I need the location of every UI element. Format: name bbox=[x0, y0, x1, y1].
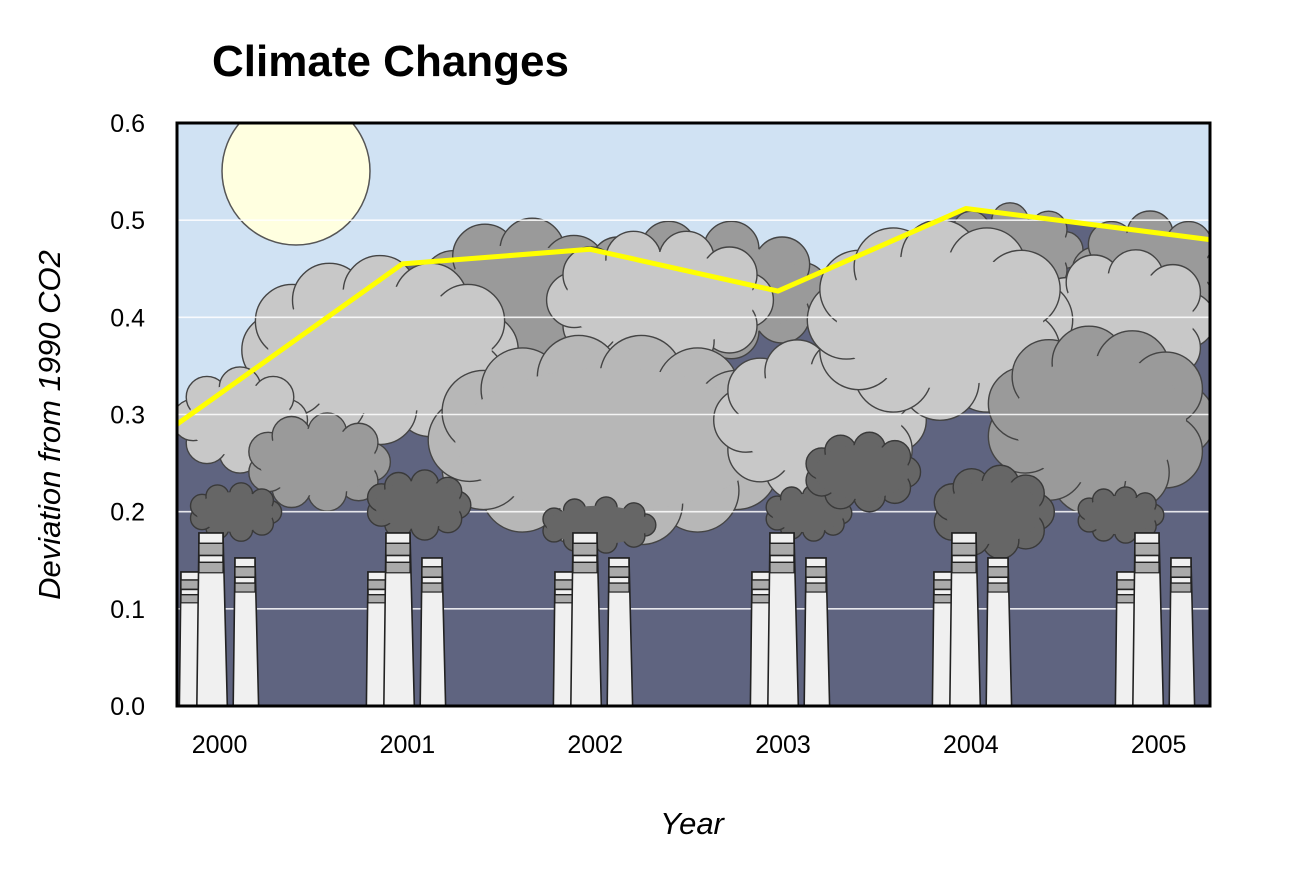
series-line bbox=[177, 206, 1210, 427]
cloud-icon bbox=[805, 431, 922, 513]
y-tick-label: 0.5 bbox=[110, 207, 145, 235]
y-tick-label: 0.3 bbox=[110, 402, 145, 430]
y-tick-label: 0.2 bbox=[110, 499, 145, 527]
x-tick-label: 2003 bbox=[755, 731, 811, 759]
smoke-group bbox=[189, 431, 1165, 560]
x-tick-label: 2004 bbox=[943, 731, 999, 759]
cloud-icon bbox=[1077, 486, 1165, 544]
y-tick-label: 0.0 bbox=[110, 693, 145, 721]
y-tick-label: 0.1 bbox=[110, 596, 145, 624]
cloud-icon bbox=[189, 482, 283, 542]
cloud-group-front bbox=[177, 218, 1210, 546]
smokestack-icon bbox=[570, 532, 603, 706]
x-axis-label: Year bbox=[660, 806, 725, 841]
plot-area bbox=[177, 123, 1210, 706]
smokestack-icon bbox=[232, 557, 260, 706]
cloud-icon bbox=[248, 412, 392, 512]
y-tick-label: 0.6 bbox=[110, 110, 145, 138]
y-axis-label: Deviation from 1990 CO2 bbox=[32, 250, 67, 600]
smokestack-icon bbox=[1132, 532, 1165, 706]
cloud-icon bbox=[366, 469, 472, 541]
smokestack-icon bbox=[419, 557, 447, 706]
smokestack-icon bbox=[949, 532, 982, 706]
smokestack-icon bbox=[767, 532, 800, 706]
x-tick-label: 2001 bbox=[380, 731, 436, 759]
x-tick-label: 2002 bbox=[567, 731, 623, 759]
x-tick-label: 2000 bbox=[192, 731, 248, 759]
smokestack-icon bbox=[606, 557, 634, 706]
x-axis-ticks: 2000 2001 2002 2003 2004 2005 bbox=[192, 731, 1187, 759]
smokestack-icon bbox=[985, 557, 1013, 706]
x-tick-label: 2005 bbox=[1131, 731, 1187, 759]
smokestack-icon bbox=[803, 557, 831, 706]
chart-title: Climate Changes bbox=[212, 37, 569, 86]
smokestack-icon bbox=[196, 532, 229, 706]
smokestack-icon bbox=[1168, 557, 1196, 706]
sun-icon bbox=[221, 123, 371, 246]
cloud-icon bbox=[933, 464, 1055, 560]
y-axis-ticks: 0.0 0.1 0.2 0.3 0.4 0.5 0.6 bbox=[110, 110, 145, 721]
plot-frame bbox=[175, 121, 1212, 708]
cloud-icon bbox=[987, 325, 1210, 515]
y-tick-label: 0.4 bbox=[110, 304, 145, 332]
smokestack-group bbox=[178, 532, 1196, 706]
smokestack-icon bbox=[383, 532, 416, 706]
